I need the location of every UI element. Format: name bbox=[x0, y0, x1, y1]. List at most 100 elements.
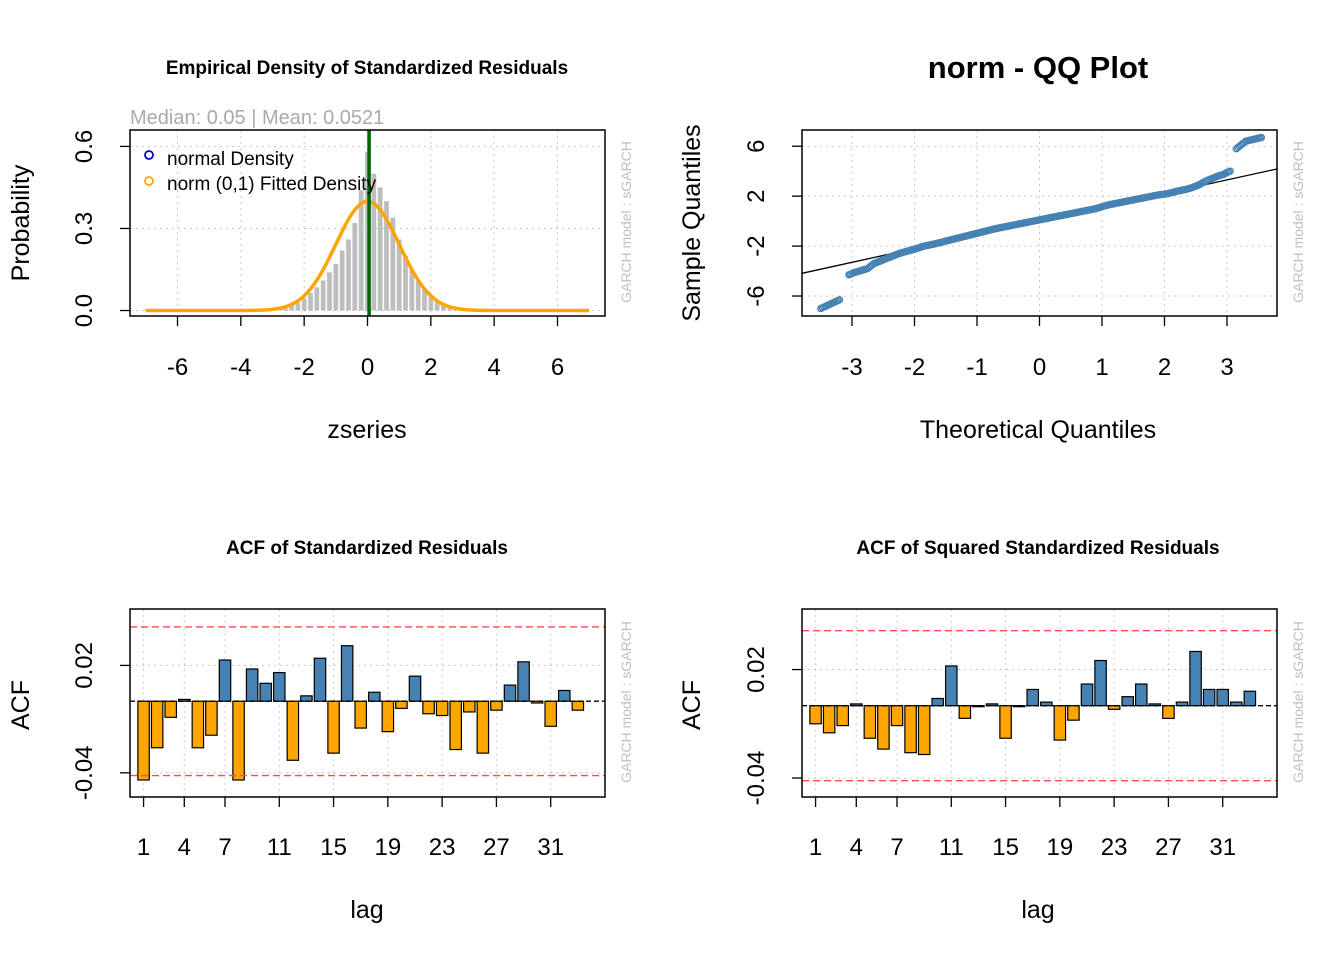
histogram-bar bbox=[289, 305, 294, 311]
acf-squared-y-tick-label: 0.02 bbox=[743, 646, 770, 693]
histogram-bar bbox=[396, 239, 402, 311]
histogram-bar bbox=[371, 173, 377, 311]
acf-squared-x-tick-label: 1 bbox=[809, 834, 822, 861]
acf-squared-bar bbox=[1067, 705, 1080, 721]
acf-reference-lines bbox=[130, 626, 605, 777]
legend-marker-normal-density bbox=[144, 150, 154, 160]
acf-squared-bar bbox=[1121, 696, 1135, 707]
acf-squared-bar bbox=[1202, 688, 1216, 707]
acf-squared-bar bbox=[1162, 705, 1175, 719]
acf-squared-x-tick-label: 11 bbox=[939, 834, 964, 861]
density-y-label: Probability bbox=[7, 164, 35, 281]
acf-squared-bar bbox=[1134, 683, 1148, 707]
density-x-tick-label: -4 bbox=[230, 354, 251, 381]
qq-x-tick-label: 1 bbox=[1095, 354, 1108, 381]
qq-y-tick-label: 6 bbox=[743, 140, 770, 153]
acf-bar bbox=[476, 700, 490, 754]
acf-bar bbox=[327, 700, 340, 754]
acf-squared-x-tick-label: 23 bbox=[1101, 834, 1128, 861]
acf-y-tick-label: -0.04 bbox=[71, 745, 98, 800]
acf-bar bbox=[517, 661, 530, 702]
acf-squared-watermark: GARCH model : sGARCH bbox=[1290, 621, 1306, 783]
acf-bar bbox=[218, 659, 232, 702]
acf-squared-y-tick-label: -0.04 bbox=[743, 751, 770, 806]
histogram-bar bbox=[327, 272, 332, 311]
acf-bar bbox=[462, 700, 476, 713]
density-title: Empirical Density of Standardized Residu… bbox=[166, 58, 568, 79]
acf-x-tick-label: 11 bbox=[267, 834, 292, 861]
qq-x-tick-label: -2 bbox=[904, 354, 925, 381]
acf-squared-x-tick-label: 19 bbox=[1047, 834, 1074, 861]
acf-squared-bar bbox=[1080, 683, 1094, 707]
histogram-bar bbox=[422, 290, 427, 311]
density-y-tick-label: 0.6 bbox=[71, 130, 98, 163]
histogram-bar bbox=[377, 187, 383, 311]
qq-y-label: Sample Quantiles bbox=[678, 124, 706, 321]
histogram-bar bbox=[428, 296, 434, 311]
legend-label-normal-density: normal Density bbox=[167, 149, 294, 170]
qq-points bbox=[817, 133, 1266, 313]
histogram-bar bbox=[415, 280, 421, 311]
qq-panel: norm - QQ Plot -3 -2 -1 0 1 2 3 -6 -2 2 6 Theoret… bbox=[678, 50, 1306, 444]
acf-x-tick-label: 4 bbox=[178, 834, 191, 861]
acf-squared-x-tick-label: 27 bbox=[1155, 834, 1182, 861]
qq-point bbox=[1226, 167, 1234, 175]
histogram-bar bbox=[447, 307, 453, 311]
acf-bar bbox=[150, 700, 164, 749]
acf-bar bbox=[544, 700, 558, 727]
density-watermark: GARCH model : sGARCH bbox=[618, 141, 634, 303]
acf-squared-bar bbox=[836, 705, 850, 727]
acf-squared-bar bbox=[877, 705, 890, 750]
qq-y-tick-label: 2 bbox=[743, 189, 770, 202]
acf-squared-panel: ACF of Squared Standardized Residuals 1 4… bbox=[678, 538, 1306, 924]
acf-bar bbox=[435, 700, 449, 717]
acf-squared-bar bbox=[958, 705, 972, 719]
acf-bar bbox=[449, 700, 463, 751]
histogram-bar bbox=[320, 280, 326, 311]
qq-y-axis: -6 -2 2 6 bbox=[743, 140, 802, 307]
acf-bar bbox=[272, 671, 286, 702]
qq-x-axis: -3 -2 -1 0 1 2 3 bbox=[841, 316, 1234, 381]
acf-bar bbox=[164, 700, 178, 718]
acf-squared-bar bbox=[917, 705, 931, 756]
histogram-bar bbox=[295, 302, 301, 311]
acf-panel: ACF of Standardized Residuals 1 4 7 11 15 19 2… bbox=[7, 538, 634, 924]
qq-title: norm - QQ Plot bbox=[928, 50, 1148, 85]
acf-bar bbox=[354, 700, 368, 729]
acf-squared-title: ACF of Squared Standardized Residuals bbox=[856, 538, 1219, 559]
histogram-bar bbox=[390, 217, 396, 311]
acf-squared-bar bbox=[1216, 688, 1230, 707]
qq-x-tick-label: 3 bbox=[1220, 354, 1233, 381]
acf-x-tick-label: 23 bbox=[429, 834, 456, 861]
density-x-tick-label: 2 bbox=[424, 354, 437, 381]
acf-squared-bar bbox=[999, 705, 1012, 739]
histogram-bar bbox=[441, 305, 446, 311]
qq-x-tick-label: -1 bbox=[966, 354, 987, 381]
acf-squared-grid bbox=[802, 609, 1277, 797]
legend-marker-fitted-density bbox=[144, 176, 154, 186]
acf-squared-bar bbox=[1094, 659, 1107, 707]
acf-squared-y-axis: -0.04 0.02 bbox=[743, 646, 802, 805]
density-x-tick-label: -6 bbox=[167, 354, 188, 381]
qq-x-tick-label: -3 bbox=[841, 354, 862, 381]
acf-x-label: lag bbox=[350, 896, 383, 924]
qq-x-tick-label: 0 bbox=[1033, 354, 1046, 381]
acf-bar bbox=[191, 700, 205, 749]
acf-squared-bar bbox=[863, 705, 877, 739]
density-x-tick-label: 0 bbox=[361, 354, 374, 381]
acf-bar bbox=[313, 657, 327, 702]
density-x-tick-label: 4 bbox=[487, 354, 500, 381]
density-y-axis: 0.0 0.3 0.6 bbox=[71, 130, 130, 327]
acf-watermark: GARCH model : sGARCH bbox=[618, 621, 634, 783]
density-x-label: zseries bbox=[327, 416, 406, 444]
histogram-bar bbox=[409, 269, 415, 311]
histogram-bar bbox=[403, 255, 408, 311]
acf-squared-x-axis: 1 4 7 11 15 19 23 27 31 bbox=[809, 797, 1236, 861]
acf-bar bbox=[422, 700, 435, 715]
acf-bar bbox=[259, 682, 273, 702]
qq-x-tick-label: 2 bbox=[1158, 354, 1171, 381]
acf-bar bbox=[340, 645, 354, 702]
acf-bar bbox=[571, 700, 585, 711]
acf-bar bbox=[367, 691, 381, 702]
histogram-bar bbox=[352, 223, 358, 311]
